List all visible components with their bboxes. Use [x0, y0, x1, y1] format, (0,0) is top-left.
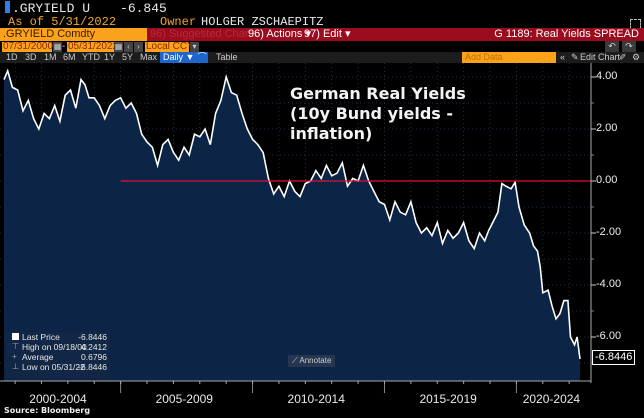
y-ticks: [591, 76, 596, 364]
table-view-button[interactable]: Table: [216, 52, 238, 62]
annotate-button[interactable]: ⟋ Annotate: [288, 355, 336, 367]
period-6m[interactable]: 6M: [63, 52, 76, 62]
next-period-button[interactable]: ›: [134, 42, 143, 52]
undo-icon[interactable]: ↶: [605, 41, 619, 52]
y-tick-label: 4.00: [596, 70, 618, 82]
legend-average: + Average 0.6796: [12, 352, 107, 362]
owner-label: Owner: [160, 15, 197, 29]
y-tick-label: -4.00: [596, 278, 622, 290]
legend-box: Last Price -6.8446 ⊤ High on 09/18/00 4.241…: [6, 332, 110, 378]
frequency-select[interactable]: Daily ▼: [160, 52, 198, 63]
collapse-icon[interactable]: «: [560, 52, 566, 62]
annotate-icon: ⟋: [292, 356, 300, 365]
series-swatch: [12, 333, 19, 340]
ticker-field[interactable]: .GRYIELD Comdty: [0, 28, 147, 41]
actions-menu[interactable]: 96) Actions ▾: [248, 28, 311, 40]
x-tick-label: 2000-2004: [29, 392, 87, 406]
y-tick-label: -6.00: [596, 330, 622, 342]
y-tick-label: -2.00: [596, 226, 622, 238]
currency-dropdown-icon[interactable]: ▾: [190, 42, 199, 52]
x-dividers: [14, 381, 570, 393]
pencil-icon: ✎: [571, 52, 579, 62]
security-header: .GRYIELD U -6.845: [0, 1, 167, 16]
end-date-input[interactable]: 05/31/2022: [67, 41, 119, 52]
redo-icon[interactable]: ↷: [622, 41, 636, 52]
y-tick-label: 2.00: [596, 122, 618, 134]
calendar-icon-end[interactable]: ▦: [114, 42, 123, 52]
legend-last-price: Last Price -6.8446: [6, 332, 110, 342]
owner-name: HOLGER ZSCHAEPITZ: [201, 15, 324, 29]
chart-title-line-3: inflation): [290, 124, 373, 143]
chart-title-line-1: German Real Yields: [290, 84, 466, 103]
start-date-input[interactable]: 07/31/2000: [2, 41, 54, 52]
period-1m[interactable]: 1M: [44, 52, 57, 62]
security-name: .GRYIELD U: [12, 1, 91, 16]
edit-icon[interactable]: ✐: [619, 52, 627, 62]
period-max[interactable]: Max: [140, 52, 158, 62]
suggested-charts-button[interactable]: 96) Suggested Charts: [150, 28, 258, 40]
security-color-marker: [5, 1, 10, 13]
date-range-row: 07/31/2000 ▦ - 05/31/2022 ▦ ‹ › Local CC…: [0, 41, 644, 53]
edit-menu[interactable]: 97) Edit ▾: [304, 28, 351, 40]
low-icon: ⊥: [12, 362, 19, 371]
asof-row: As of 5/31/2022 Owner HOLGER ZSCHAEPITZ: [0, 15, 324, 29]
source-note: Source: Bloomberg: [4, 406, 91, 415]
line-chart-icon[interactable]: ⌒: [196, 52, 208, 63]
calendar-icon-start[interactable]: ▦: [53, 42, 62, 52]
period-3d[interactable]: 3D: [25, 52, 37, 62]
add-data-input[interactable]: Add Data: [462, 52, 556, 63]
period-1d[interactable]: 1D: [6, 52, 18, 62]
prev-period-button[interactable]: ‹: [124, 42, 133, 52]
chart-title: German Real Yields (10y Bund yields - in…: [290, 84, 466, 144]
currency-select[interactable]: Local CCY: [145, 41, 194, 52]
high-icon: ⊤: [12, 342, 19, 351]
period-1y[interactable]: 1Y: [104, 52, 116, 62]
chart-name: G 1189: Real Yields SPREAD: [494, 28, 639, 40]
command-bar: .GRYIELD Comdty 96) Suggested Charts 96)…: [0, 28, 644, 41]
x-tick-label: 2005-2009: [155, 392, 213, 406]
chart-title-line-2: (10y Bund yields -: [290, 104, 454, 123]
gear-icon[interactable]: ⚙: [632, 52, 641, 62]
chart-area: [0, 63, 596, 393]
series-area: [4, 70, 580, 382]
edit-chart-button[interactable]: Edit Chart: [580, 52, 621, 62]
series-line: [3, 68, 581, 360]
legend-high: ⊤ High on 09/18/00 4.2412: [12, 342, 107, 352]
legend-low: ⊥ Low on 05/31/22 -6.8446: [12, 362, 107, 372]
date-dash: -: [62, 41, 66, 52]
y-tick-label: 0.00: [596, 174, 618, 186]
x-tick-label: 2015-2019: [419, 392, 477, 406]
last-value-label: -6.8446: [592, 350, 636, 365]
period-toolbar: 1D 3D 1M 6M YTD 1Y 5Y Max Daily ▼ ⌒ Tabl…: [0, 52, 644, 63]
last-value: -6.845: [120, 1, 167, 16]
period-ytd[interactable]: YTD: [82, 52, 100, 62]
average-icon: +: [12, 352, 17, 361]
x-tick-label: 2020-2024: [522, 392, 581, 406]
as-of-date: As of 5/31/2022: [8, 15, 117, 29]
period-5y[interactable]: 5Y: [122, 52, 134, 62]
x-tick-label: 2010-2014: [287, 392, 345, 406]
